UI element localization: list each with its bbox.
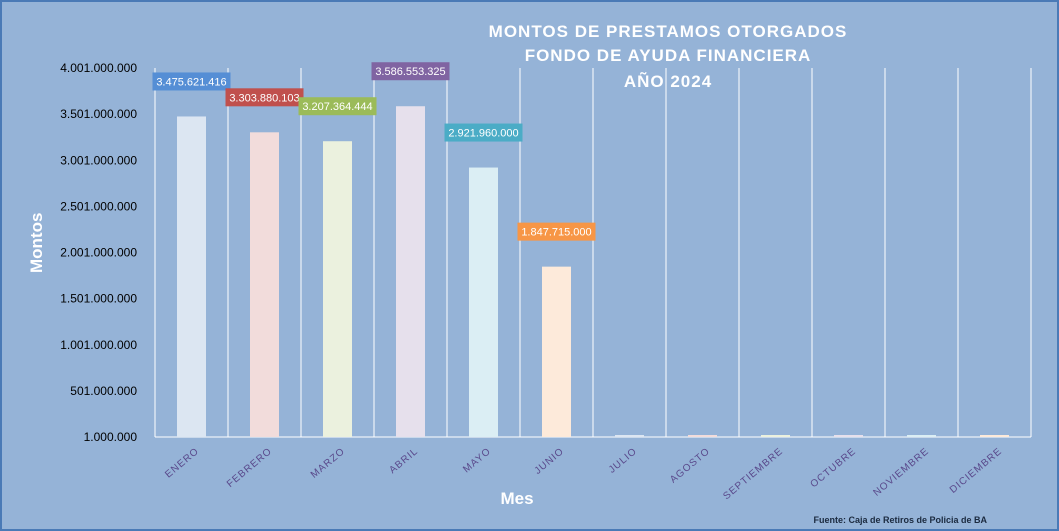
chart-title-line-1: MONTOS DE PRESTAMOS OTORGADOS: [488, 22, 848, 41]
data-label-box: [298, 97, 377, 116]
bar: [907, 435, 936, 437]
bar: [688, 435, 717, 437]
data-label: 3.475.621.416: [156, 76, 226, 88]
x-tick-label: FEBRERO: [225, 446, 274, 490]
data-label: 3.303.880.103: [229, 92, 299, 104]
bar: [177, 116, 206, 437]
chart-title-line-3: AÑO 2024: [623, 72, 713, 91]
chart-title-line-2: FONDO DE AYUDA FINANCIERA: [524, 46, 812, 65]
x-tick-label: OCTUBRE: [809, 446, 859, 490]
data-label: 2.921.960.000: [448, 128, 518, 140]
y-tick-label: 501.000.000: [70, 384, 137, 398]
bar: [834, 435, 863, 437]
bar: [980, 435, 1009, 437]
x-tick-label: DICIEMBRE: [948, 446, 1005, 496]
x-tick-label: MAYO: [461, 446, 493, 475]
x-tick-label: JUNIO: [533, 446, 567, 477]
data-label: 1.847.715.000: [521, 227, 591, 239]
data-label: 3.586.553.325: [375, 66, 445, 78]
y-tick-label: 3.001.000.000: [60, 153, 137, 167]
data-label-box: [225, 88, 304, 107]
y-tick-label: 4.001.000.000: [60, 61, 137, 75]
data-label-box: [371, 62, 450, 81]
x-tick-label: MARZO: [309, 446, 348, 481]
y-tick-label: 1.000.000: [84, 430, 138, 444]
bar: [250, 132, 279, 437]
x-tick-label: ENERO: [163, 446, 201, 480]
x-axis-label: Mes: [500, 489, 534, 508]
x-tick-label: AGOSTO: [668, 446, 712, 486]
data-label-box: [444, 123, 523, 142]
data-label-box: [152, 72, 231, 91]
x-tick-label: ABRIL: [387, 446, 420, 476]
y-tick-label: 1.001.000.000: [60, 338, 137, 352]
y-tick-label: 2.501.000.000: [60, 199, 137, 213]
bar: [323, 141, 352, 437]
y-tick-label: 1.501.000.000: [60, 292, 137, 306]
bar: [615, 435, 644, 437]
bar: [761, 435, 790, 437]
source-note: Fuente: Caja de Retiros de Policia de BA: [813, 515, 987, 525]
x-tick-label: SEPTIEMBRE: [721, 446, 785, 502]
bar: [396, 106, 425, 438]
bar: [469, 167, 498, 437]
data-label-box: [517, 222, 596, 241]
x-tick-label: NOVIEMBRE: [871, 446, 931, 499]
x-tick-label: JULIO: [607, 446, 640, 476]
y-tick-label: 3.501.000.000: [60, 107, 137, 121]
data-label: 3.207.364.444: [302, 101, 372, 113]
y-tick-label: 2.001.000.000: [60, 246, 137, 260]
bar: [542, 266, 571, 437]
